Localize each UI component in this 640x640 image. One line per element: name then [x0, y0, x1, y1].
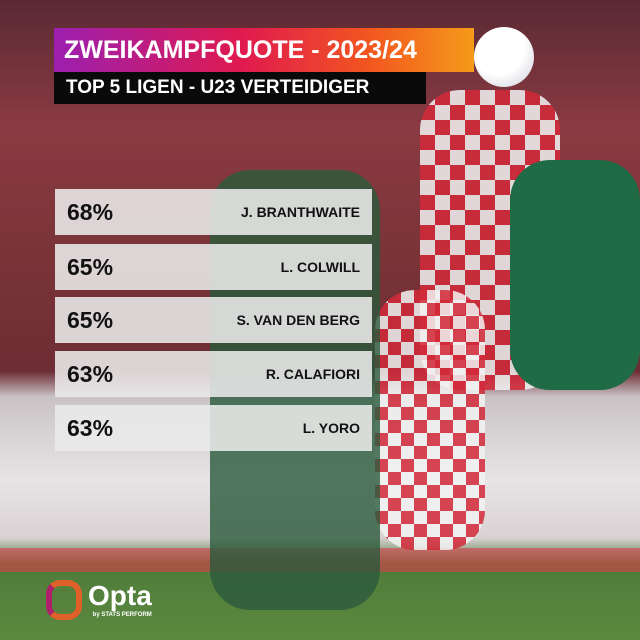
- percentage: 65%: [67, 253, 114, 280]
- percentage: 63%: [67, 360, 114, 387]
- percentage: 65%: [67, 306, 114, 333]
- player-green: [510, 160, 640, 390]
- tagline: by STATS PERFORM: [92, 612, 152, 618]
- player-red-2: [375, 290, 485, 550]
- player-name: S. VAN DEN BERG: [236, 312, 360, 328]
- title: ZWEIKAMPFQUOTE - 2023/24: [54, 28, 474, 72]
- opta-logo: Opta by STATS PERFORM: [46, 580, 152, 620]
- ranking-row: 63% R. CALAFIORI: [55, 351, 372, 397]
- percentage: 63%: [67, 414, 114, 441]
- football: [474, 27, 534, 87]
- ranking-row: 65% L. COLWILL: [55, 244, 372, 290]
- percentage: 68%: [67, 198, 114, 225]
- player-name: R. CALAFIORI: [265, 366, 360, 382]
- ranking-row: 68% J. BRANTHWAITE: [55, 189, 372, 235]
- player-name: L. COLWILL: [280, 259, 360, 275]
- opta-mark-icon: [46, 580, 82, 620]
- ranking-row: 63% L. YORO: [55, 405, 372, 451]
- player-name: J. BRANTHWAITE: [241, 204, 360, 220]
- brand: Opta: [88, 580, 152, 611]
- player-name: L. YORO: [302, 420, 360, 436]
- ranking-row: 65% S. VAN DEN BERG: [55, 297, 372, 343]
- subtitle: TOP 5 LIGEN - U23 VERTEIDIGER: [54, 72, 426, 104]
